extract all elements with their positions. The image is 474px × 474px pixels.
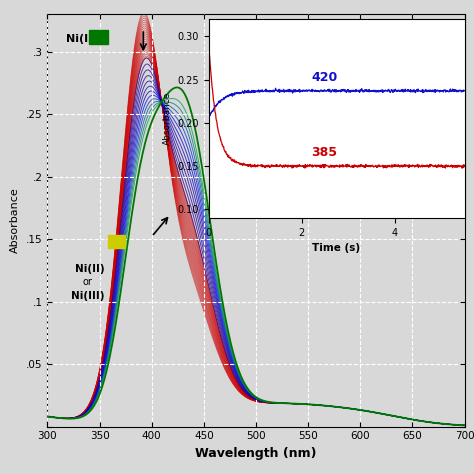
Text: 420: 420 — [311, 71, 337, 84]
FancyBboxPatch shape — [108, 236, 125, 248]
Y-axis label: Absorbance: Absorbance — [10, 188, 20, 253]
X-axis label: Wavelength (nm): Wavelength (nm) — [195, 447, 317, 460]
Text: Ni(I): Ni(I) — [66, 34, 93, 44]
Text: red1: red1 — [260, 86, 277, 95]
FancyBboxPatch shape — [89, 30, 108, 44]
Text: Ni(II): Ni(II) — [74, 264, 104, 273]
FancyBboxPatch shape — [435, 108, 450, 119]
X-axis label: Time (s): Time (s) — [312, 243, 361, 253]
Text: or: or — [83, 277, 93, 287]
Text: Ni(I): Ni(I) — [412, 110, 438, 120]
Y-axis label: Absorbance: Absorbance — [163, 92, 172, 145]
Text: Ni(III): Ni(III) — [72, 291, 105, 301]
Text: Methyl-SCoM: Methyl-SCoM — [219, 99, 301, 109]
Text: 385: 385 — [311, 146, 337, 159]
Text: MCR: MCR — [227, 79, 255, 89]
Text: CoB$_6$SH: CoB$_6$SH — [223, 116, 271, 129]
